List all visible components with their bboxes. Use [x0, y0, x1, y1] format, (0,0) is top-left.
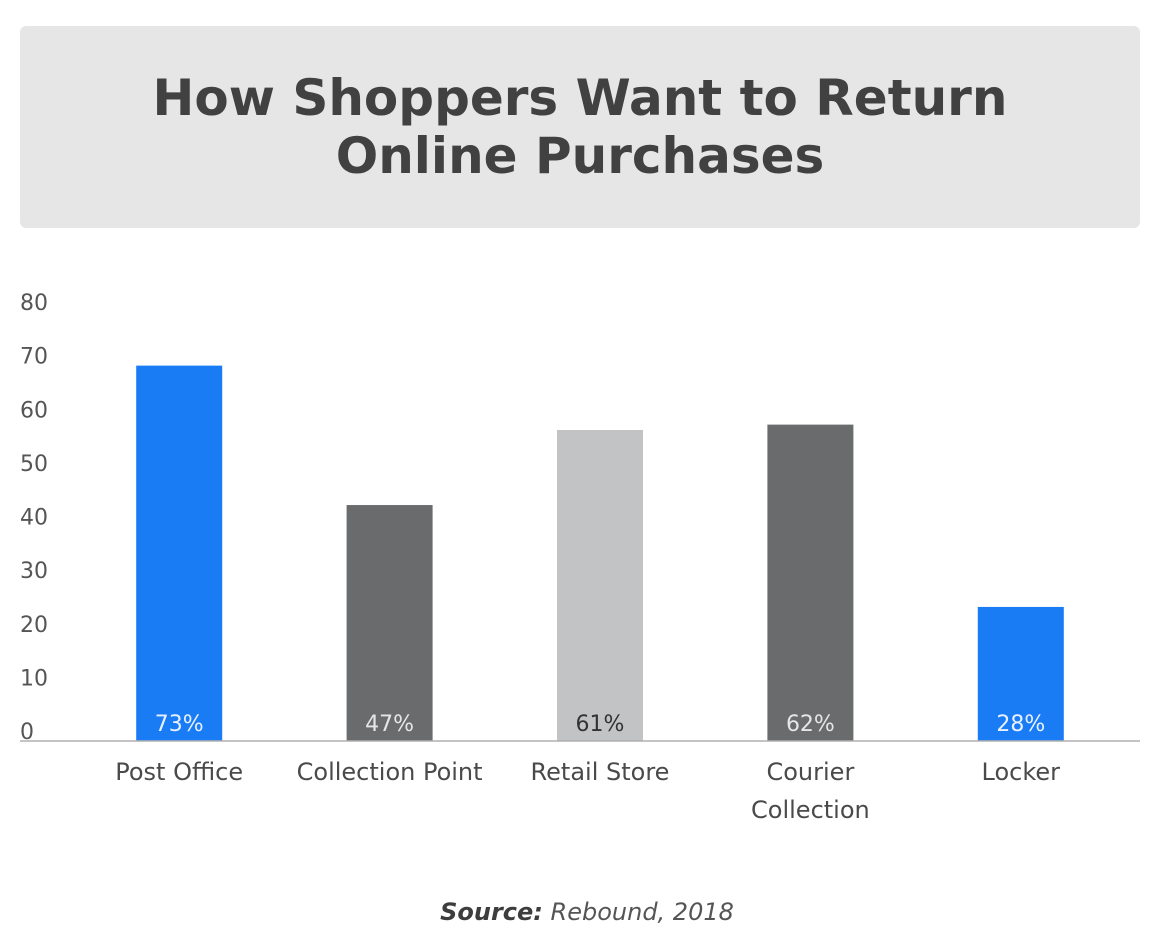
x-tick-label: Retail Store: [531, 758, 670, 786]
y-tick-label: 40: [20, 506, 48, 531]
source-label: Source:: [440, 898, 543, 926]
y-tick-label: 30: [20, 559, 48, 584]
y-tick-label: 10: [20, 666, 48, 691]
y-tick-label: 0: [20, 720, 34, 745]
y-tick-label: 20: [20, 613, 48, 638]
bar-data-label: 73%: [155, 712, 204, 737]
bar-data-label: 62%: [786, 712, 835, 737]
bar: [977, 606, 1064, 741]
x-tick-label: Collection: [751, 796, 870, 824]
y-tick-label: 50: [20, 452, 48, 477]
y-tick-label: 70: [20, 345, 48, 370]
bar: [557, 429, 643, 741]
bar: [767, 424, 854, 741]
title-banner: How Shoppers Want to Return Online Purch…: [20, 26, 1140, 228]
bar-data-label: 61%: [576, 712, 625, 737]
x-tick-label: Courier: [766, 758, 854, 786]
bar: [346, 505, 433, 741]
x-tick-label: Post Office: [115, 758, 243, 786]
bar: [136, 365, 223, 741]
y-tick-label: 60: [20, 398, 48, 423]
bar-data-label: 47%: [365, 712, 414, 737]
chart-title: How Shoppers Want to Return Online Purch…: [152, 69, 1008, 185]
x-tick-label: Collection Point: [297, 758, 483, 786]
y-tick-label: 80: [20, 291, 48, 316]
bar-data-label: 28%: [996, 712, 1045, 737]
source-note: Source: Rebound, 2018: [0, 898, 1174, 926]
x-tick-label: Locker: [982, 758, 1061, 786]
source-text: Rebound, 2018: [550, 898, 734, 926]
